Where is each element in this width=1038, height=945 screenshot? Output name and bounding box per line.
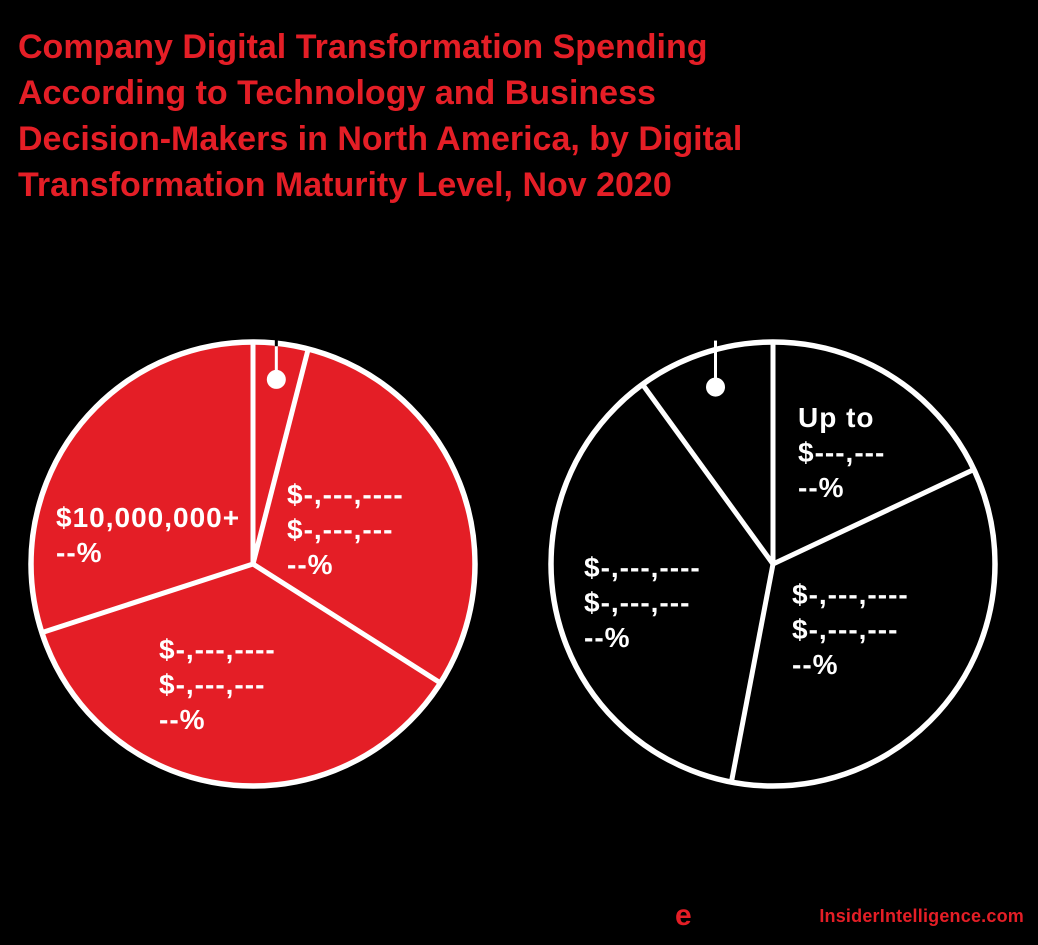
- title-line-3: Decision-Makers in North America, by Dig…: [18, 120, 743, 158]
- title-line-1: Company Digital Transformation Spending: [18, 28, 708, 66]
- pie-left-slice-divider: [41, 561, 254, 635]
- title-line-4: Transformation Maturity Level, Nov 2020: [18, 166, 672, 204]
- pie-left-slice-divider: [251, 561, 442, 686]
- chart-title: Company Digital Transformation Spending …: [18, 24, 742, 208]
- pie-right-slice-divider: [640, 382, 776, 566]
- pie-right-slice-divider: [728, 563, 776, 783]
- pie-left-slice-divider: [250, 348, 311, 565]
- insider-intelligence-url: InsiderIntelligence.com: [819, 906, 1024, 926]
- pie-right-slice-divider: [771, 467, 975, 567]
- emarketer-logo-e: e: [675, 899, 692, 932]
- callout-dot: [266, 369, 286, 389]
- title-line-2: According to Technology and Business: [18, 74, 656, 112]
- callout-dot: [706, 377, 726, 397]
